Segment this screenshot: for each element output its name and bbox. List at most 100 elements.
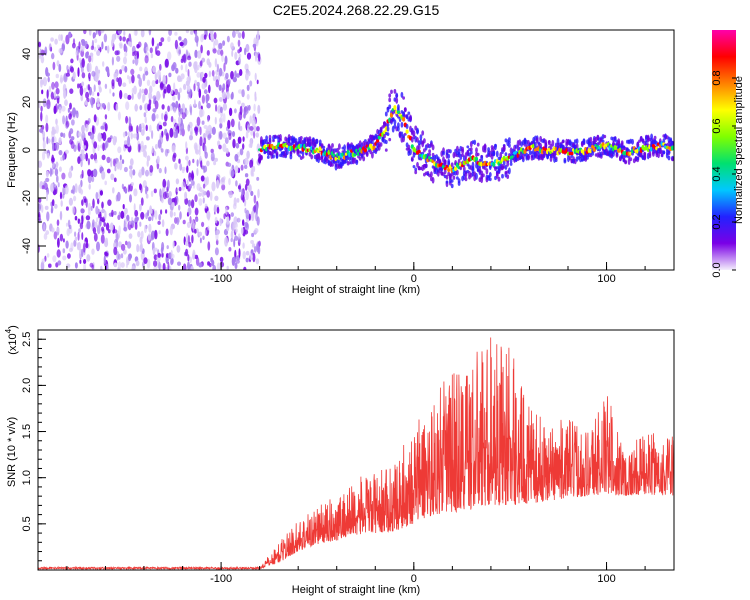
noise-speckle	[90, 153, 94, 160]
noise-speckle	[194, 228, 197, 234]
noise-speckle	[100, 265, 103, 270]
ridge-halo	[551, 139, 555, 147]
noise-speckle	[230, 169, 235, 178]
noise-speckle	[139, 203, 142, 212]
noise-speckle	[216, 63, 219, 73]
noise-speckle	[82, 196, 87, 201]
noise-speckle	[211, 70, 215, 77]
noise-speckle	[233, 256, 237, 263]
ridge-halo	[388, 104, 392, 109]
noise-speckle	[119, 89, 123, 100]
colorbar: 0.0 0.2 0.4 0.6 0.8 Normalized spectral ampl…	[711, 30, 745, 278]
noise-speckle	[242, 136, 245, 142]
noise-speckle	[213, 41, 216, 48]
noise-speckle	[218, 84, 222, 91]
noise-speckle	[240, 125, 243, 131]
noise-speckle	[250, 210, 255, 219]
noise-speckle	[253, 194, 257, 204]
ridge-halo	[338, 143, 341, 150]
noise-speckle	[125, 46, 128, 53]
noise-speckle	[162, 262, 166, 270]
noise-speckle	[140, 30, 145, 38]
ridge-halo	[298, 154, 301, 158]
noise-speckle	[216, 262, 221, 270]
noise-speckle	[208, 70, 212, 78]
noise-speckle	[118, 211, 121, 218]
noise-speckle	[208, 84, 211, 94]
noise-speckle	[81, 199, 84, 207]
noise-speckle	[45, 230, 50, 235]
noise-speckle	[86, 254, 91, 262]
noise-speckle	[161, 104, 165, 110]
noise-speckle	[212, 75, 216, 82]
noise-speckle	[173, 212, 176, 217]
ridge-halo	[395, 97, 399, 104]
noise-speckle	[153, 188, 157, 194]
noise-speckle	[83, 259, 87, 264]
noise-speckle	[83, 87, 87, 93]
noise-speckle	[107, 45, 110, 54]
noise-speckle	[130, 68, 135, 75]
noise-speckle	[141, 88, 145, 94]
noise-speckle	[250, 130, 254, 136]
noise-speckle	[117, 261, 122, 270]
noise-speckle	[206, 102, 211, 109]
noise-speckle	[222, 113, 226, 123]
ridge-halo	[421, 130, 425, 136]
ridge-halo	[508, 167, 511, 175]
noise-speckle	[96, 241, 100, 252]
noise-speckle	[85, 123, 89, 132]
noise-speckle	[186, 221, 191, 228]
noise-speckle	[186, 179, 189, 187]
noise-speckle	[178, 158, 181, 164]
noise-speckle	[60, 156, 63, 162]
noise-speckle	[63, 89, 67, 99]
noise-speckle	[221, 184, 226, 191]
noise-speckle	[72, 42, 76, 49]
noise-speckle	[150, 190, 154, 197]
noise-speckle	[167, 36, 171, 43]
noise-speckle	[234, 228, 238, 233]
snr-y-axis-label: SNR (10 * v/v)	[6, 417, 18, 487]
noise-speckle	[129, 158, 134, 167]
ridge-halo	[294, 138, 298, 143]
noise-speckle	[48, 263, 52, 268]
noise-speckle	[43, 233, 48, 240]
noise-speckle	[81, 169, 84, 179]
noise-speckle	[219, 217, 222, 227]
noise-speckle	[253, 204, 256, 213]
noise-speckle	[186, 165, 189, 173]
noise-speckle	[46, 191, 48, 202]
noise-speckle	[66, 228, 70, 237]
ridge-halo	[384, 111, 388, 117]
noise-speckle	[250, 190, 254, 196]
noise-speckle	[169, 127, 174, 138]
noise-speckle	[206, 50, 210, 56]
noise-speckle	[102, 131, 107, 142]
noise-speckle	[176, 216, 180, 226]
noise-speckle	[230, 42, 234, 50]
noise-speckle	[62, 115, 66, 125]
noise-speckle	[246, 93, 250, 100]
noise-speckle	[125, 240, 128, 246]
noise-speckle	[101, 154, 106, 161]
noise-speckle	[249, 115, 252, 124]
noise-speckle	[223, 213, 226, 220]
noise-speckle	[134, 55, 137, 60]
ridge-halo	[554, 158, 558, 162]
noise-speckle	[238, 111, 243, 121]
ridge-halo	[405, 123, 409, 129]
noise-speckle	[198, 192, 202, 197]
noise-speckle	[203, 125, 208, 129]
ridge-halo	[480, 155, 484, 163]
ridge-core	[405, 129, 409, 134]
ridge-halo	[272, 154, 275, 159]
noise-speckle	[153, 260, 158, 267]
noise-speckle	[214, 216, 218, 224]
noise-speckle	[87, 169, 92, 177]
ridge-halo	[383, 134, 386, 139]
noise-speckle	[178, 77, 183, 82]
ridge-halo	[506, 160, 510, 167]
ridge-halo	[315, 138, 319, 145]
noise-speckle	[167, 197, 172, 206]
